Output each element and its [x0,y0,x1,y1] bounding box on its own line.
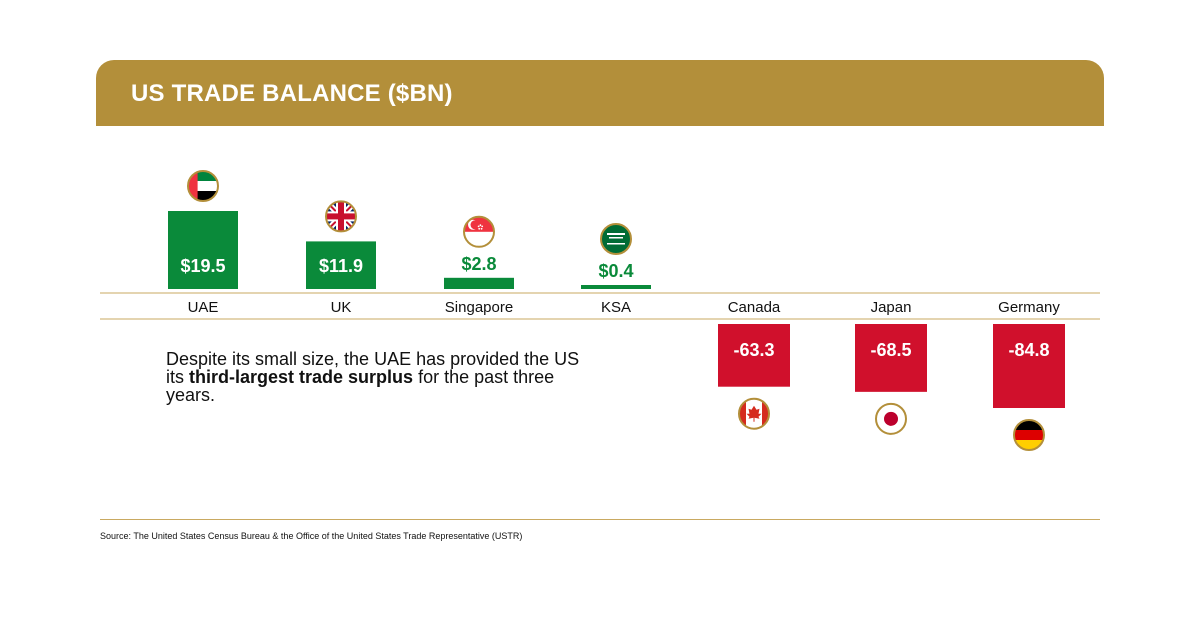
data-label-canada: -63.3 [733,340,774,360]
chart-header: US TRADE BALANCE ($BN) [96,60,1104,126]
bar-canada [718,324,790,387]
bar-singapore [444,277,514,289]
data-label-uk: $11.9 [319,256,363,276]
note-suffix: for the past three years. [166,367,555,405]
category-label-uae: UAE [188,299,219,316]
data-label-japan: -68.5 [870,340,911,360]
japan-flag-icon [875,402,907,435]
bar-uae [168,211,238,289]
note-highlight: third-largest trade surplus [189,367,414,387]
data-label-germany: -84.8 [1008,340,1049,360]
category-label-canada: Canada [728,299,781,316]
bar-ksa [581,285,651,289]
bar-japan [855,324,927,392]
canada-flag-icon [738,397,770,430]
chart-note: Despite its small size, the UAE has prov… [166,350,586,404]
chart-title: US TRADE BALANCE ($BN) [131,80,453,107]
category-label-uk: UK [331,299,352,316]
bar-germany [993,324,1065,408]
source-text: Source: The United States Census Bureau … [100,531,523,541]
data-label-singapore: $2.8 [461,254,496,274]
note-prefix: Despite its small size, the UAE has prov… [166,349,580,387]
bar-uk [306,241,376,289]
data-label-uae: $19.5 [180,256,225,276]
category-label-ksa: KSA [601,299,631,316]
data-label-ksa: $0.4 [598,261,633,281]
category-label-singapore: Singapore [445,299,513,316]
germany-flag-icon [1013,419,1045,451]
source-divider [100,519,1100,520]
ksa-flag-icon [600,223,632,255]
uk-flag-icon [325,200,357,233]
category-label-japan: Japan [871,299,912,316]
singapore-flag-icon [463,215,495,248]
uae-flag-icon [187,170,219,202]
category-label-germany: Germany [998,299,1060,316]
